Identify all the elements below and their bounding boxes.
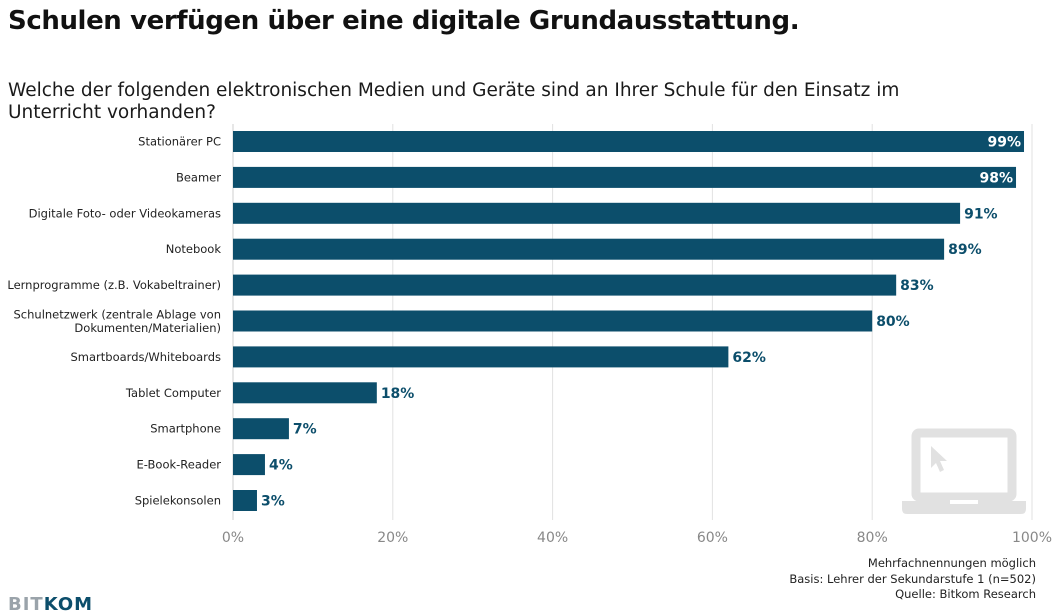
bar bbox=[233, 238, 945, 260]
chart-subtitle: Welche der folgenden elektronischen Medi… bbox=[8, 80, 900, 123]
category-label: Smartboards/Whiteboards bbox=[71, 350, 222, 364]
bar bbox=[233, 454, 265, 476]
x-tick-label: 80% bbox=[857, 530, 888, 546]
x-tick-label: 100% bbox=[1012, 530, 1052, 546]
x-tick-label: 0% bbox=[222, 530, 244, 546]
bar bbox=[233, 490, 257, 511]
value-label: 4% bbox=[269, 458, 293, 474]
value-label: 89% bbox=[948, 242, 982, 258]
bar bbox=[233, 418, 289, 440]
category-label: Beamer bbox=[176, 170, 221, 184]
category-label: Notebook bbox=[166, 242, 222, 256]
value-label: 18% bbox=[381, 386, 415, 402]
bar bbox=[233, 274, 897, 296]
value-label: 3% bbox=[261, 494, 285, 510]
value-label: 91% bbox=[964, 206, 998, 222]
category-label: Digitale Foto- oder Videokameras bbox=[29, 206, 221, 220]
x-tick-label: 60% bbox=[697, 530, 728, 546]
category-label: Smartphone bbox=[150, 422, 221, 436]
value-label: 98% bbox=[980, 170, 1014, 186]
category-label: Schulnetzwerk (zentrale Ablage von Dokume… bbox=[14, 307, 222, 335]
bar bbox=[233, 166, 1017, 188]
bar bbox=[233, 131, 1025, 152]
bar bbox=[233, 310, 873, 332]
footnote-multiple: Mehrfachnennungen möglich bbox=[867, 556, 1036, 570]
laptop-icon bbox=[902, 428, 1026, 514]
value-label: 7% bbox=[293, 422, 317, 438]
bitkom-logo: BITKOM bbox=[8, 594, 93, 615]
footnote-basis: Basis: Lehrer der Sekundarstufe 1 (n=502… bbox=[789, 571, 1036, 586]
value-label: 62% bbox=[732, 350, 766, 366]
x-tick-label: 40% bbox=[537, 530, 568, 546]
chart-title: Schulen verfügen über eine digitale Grun… bbox=[8, 6, 800, 36]
value-label: 80% bbox=[876, 314, 910, 330]
x-tick-label: 20% bbox=[377, 530, 408, 546]
category-label: Tablet Computer bbox=[125, 386, 221, 400]
category-label: Lernprogramme (z.B. Vokabeltrainer) bbox=[7, 278, 221, 292]
bar bbox=[233, 202, 961, 224]
value-label: 83% bbox=[900, 278, 934, 294]
category-label: E-Book-Reader bbox=[137, 458, 222, 472]
footnote-source: Quelle: Bitkom Research bbox=[895, 587, 1036, 601]
category-label: Stationärer PC bbox=[138, 135, 221, 149]
logo-part-light: BIT bbox=[8, 594, 44, 615]
logo-part-dark: KOM bbox=[43, 594, 94, 615]
value-label: 99% bbox=[987, 135, 1021, 151]
footnotes: Mehrfachnennungen möglich Basis: Lehrer … bbox=[789, 556, 1036, 603]
bar bbox=[233, 346, 729, 368]
category-label: Spielekonsolen bbox=[135, 494, 221, 508]
bar bbox=[233, 382, 377, 404]
